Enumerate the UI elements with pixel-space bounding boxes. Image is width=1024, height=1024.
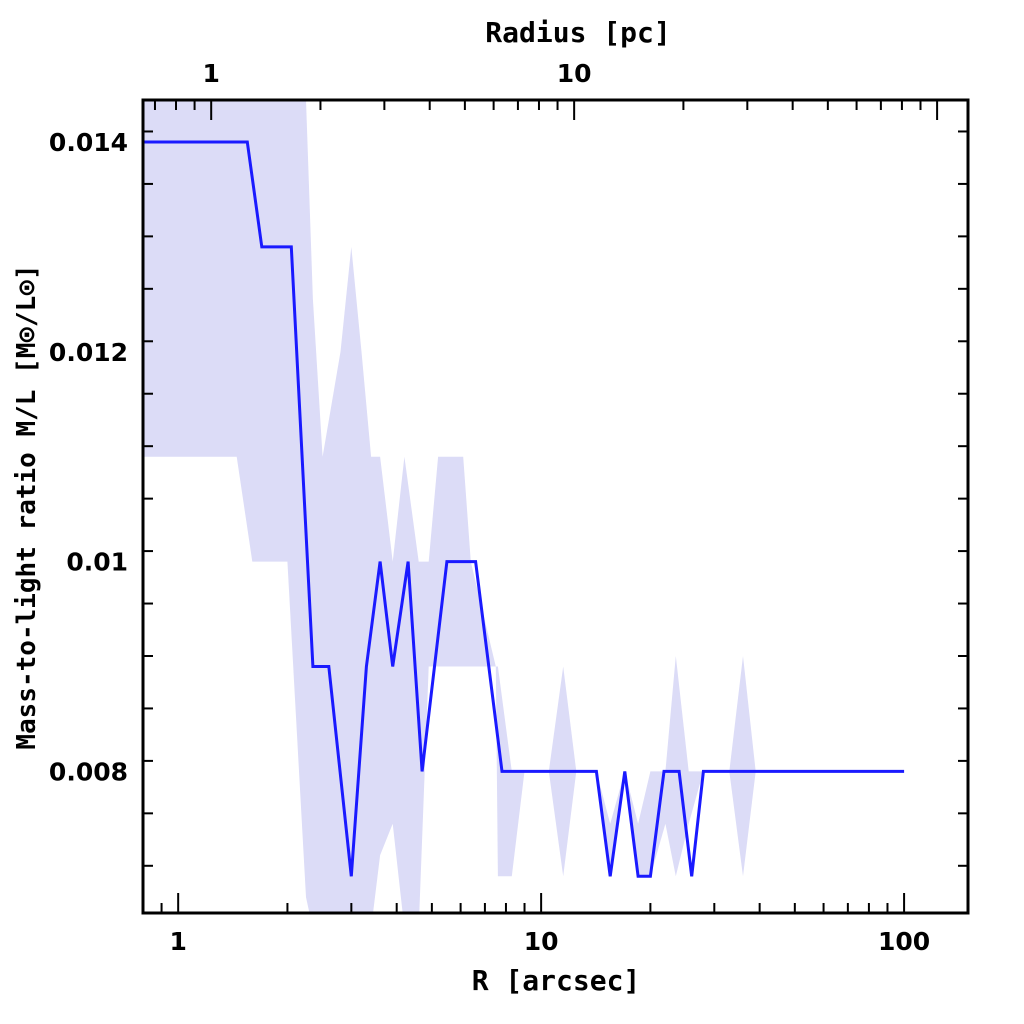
uncertainty-band-area [143, 100, 756, 913]
series-line-0 [143, 140, 905, 878]
x-tick-label: 100 [878, 927, 930, 956]
top-axis-label: Radius [pc] [485, 16, 670, 49]
y-tick-label: 0.012 [49, 338, 128, 367]
top-tick-label: 1 [202, 59, 219, 88]
tick-labels: 1 10 100 1 10 0.008 0.01 0.012 0.014 [49, 59, 930, 956]
y-tick-label: 0.008 [49, 757, 128, 786]
x-axis-label: R [arcsec] [472, 964, 641, 997]
top-tick-label: 10 [557, 59, 592, 88]
x-tick-label: 1 [169, 927, 186, 956]
y-tick-label: 0.01 [66, 548, 128, 577]
y-axis-label: Mass-to-light ratio M/L [M⊙/L⊙] [12, 264, 42, 749]
x-tick-label: 10 [524, 927, 559, 956]
series-line [143, 140, 905, 878]
uncertainty-band [143, 100, 756, 913]
plot-frame [141, 98, 970, 915]
y-tick-label: 0.014 [49, 128, 128, 157]
axis-ticks [142, 100, 968, 913]
